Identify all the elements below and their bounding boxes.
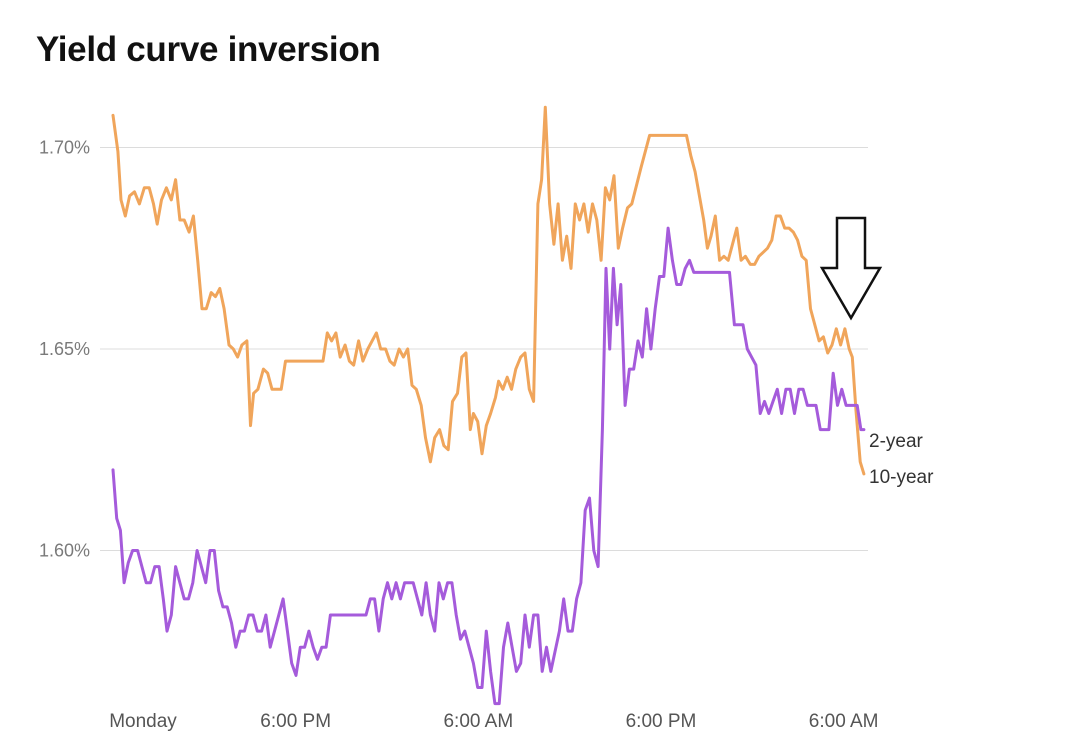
series-legend: 10-year 2-year bbox=[869, 431, 934, 488]
chart-title: Yield curve inversion bbox=[36, 30, 381, 69]
x-tick-label-1: 6:00 PM bbox=[260, 711, 331, 732]
x-tick-label-2: 6:00 AM bbox=[443, 711, 513, 732]
x-tick-label-3: 6:00 PM bbox=[626, 711, 697, 732]
grid-lines bbox=[100, 147, 868, 551]
x-tick-label-4: 6:00 AM bbox=[809, 711, 879, 732]
y-tick-label-0: 1.70% bbox=[39, 138, 90, 158]
y-tick-label-1: 1.65% bbox=[39, 339, 90, 359]
legend-label-10-year: 10-year bbox=[869, 467, 934, 488]
series-line-2-year bbox=[111, 226, 866, 706]
x-axis-ticks: Monday 6:00 PM 6:00 AM 6:00 PM 6:00 AM bbox=[109, 711, 878, 732]
y-tick-label-2: 1.60% bbox=[39, 541, 90, 561]
series-lines bbox=[111, 105, 866, 706]
legend-label-2-year: 2-year bbox=[869, 431, 924, 452]
x-tick-label-0: Monday bbox=[109, 711, 177, 732]
series-line-10-year bbox=[111, 105, 866, 476]
y-axis-ticks: 1.70% 1.65% 1.60% bbox=[39, 138, 90, 561]
down-arrow-icon bbox=[819, 216, 883, 321]
